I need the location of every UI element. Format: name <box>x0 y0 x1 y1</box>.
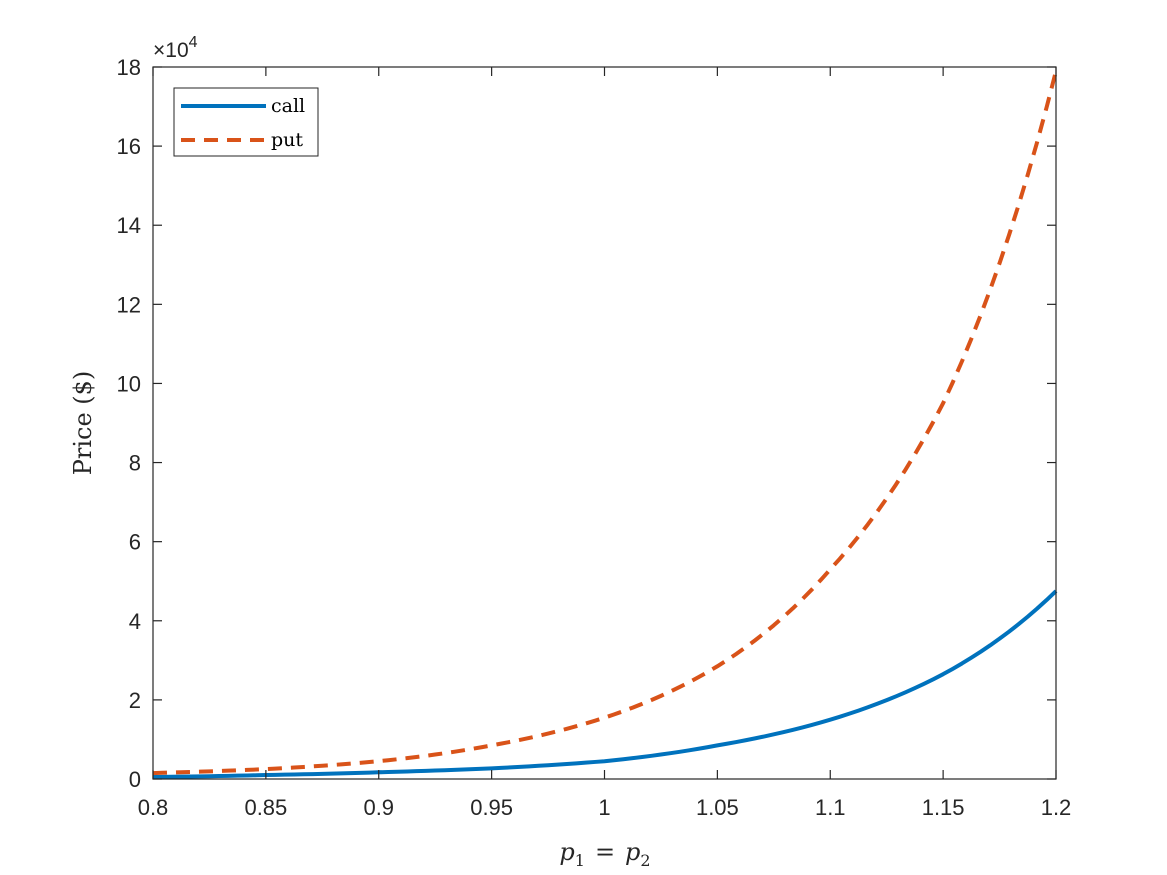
legend-box <box>173 87 319 157</box>
x-tick-label: 0.9 <box>363 795 394 820</box>
y-tick-label: 16 <box>117 134 141 159</box>
axes-layer <box>152 66 1057 780</box>
series-layer <box>152 70 1058 780</box>
x-tick-label: 1 <box>598 795 610 820</box>
y-tick-label: 12 <box>117 292 141 317</box>
x-tick-labels: 0.8 0.85 0.9 0.95 1 1.05 1.1 1.15 1.2 <box>138 795 1072 820</box>
y-tick-label: 4 <box>129 609 141 634</box>
x-tick-label: 0.95 <box>470 795 513 820</box>
y-exponent-label: ×104 <box>153 34 198 62</box>
legend: call put <box>173 87 319 157</box>
legend-label-call: call <box>271 95 305 117</box>
y-tick-label: 0 <box>129 767 141 792</box>
y-tick-label: 10 <box>117 371 141 396</box>
legend-label-put: put <box>271 129 303 151</box>
y-tick-labels: 0 2 4 6 8 10 12 14 16 18 <box>117 55 141 792</box>
y-tick-label: 8 <box>129 451 141 476</box>
x-axis-title: p1 = p2 <box>559 838 650 870</box>
x-tick-label: 1.05 <box>696 795 739 820</box>
y-tick-label: 18 <box>117 55 141 80</box>
x-tick-label: 0.85 <box>244 795 287 820</box>
x-tick-label: 0.8 <box>138 795 169 820</box>
series-line-put <box>152 70 1058 776</box>
series-line-call <box>152 589 1058 780</box>
y-tick-label: 6 <box>129 530 141 555</box>
y-tick-label: 14 <box>117 213 141 238</box>
y-tick-label: 2 <box>129 688 141 713</box>
y-axis-title: Price ($) <box>69 371 97 476</box>
x-tick-label: 1.1 <box>815 795 846 820</box>
x-tick-label: 1.15 <box>922 795 965 820</box>
x-tick-label: 1.2 <box>1041 795 1072 820</box>
plot-area <box>153 67 1056 779</box>
